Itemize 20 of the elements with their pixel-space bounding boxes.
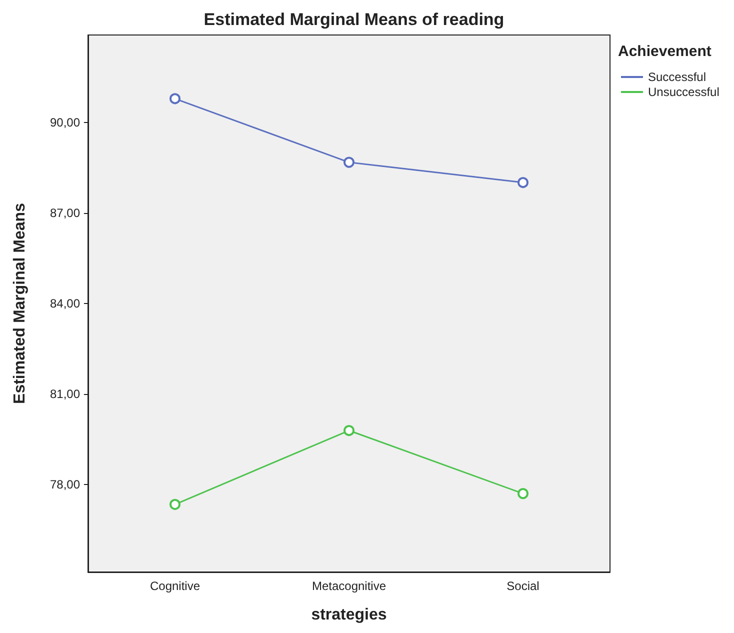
point	[344, 425, 354, 436]
point	[170, 93, 180, 104]
y-tick-label: 84,00	[50, 296, 80, 310]
y-tick-label: 90,00	[50, 115, 80, 130]
point	[344, 156, 354, 168]
y-tick-label: 87,00	[50, 206, 80, 220]
y-tick-label: 78,00	[50, 478, 80, 492]
y-tick-label: 81,00	[50, 387, 80, 402]
y-axis-title: Estimated Marginal Means	[12, 202, 28, 404]
legend-title: Achievement	[618, 43, 712, 60]
point	[518, 488, 528, 500]
point	[170, 498, 180, 510]
chart-title: Estimated Marginal Means of reading	[204, 10, 504, 29]
point	[518, 177, 528, 188]
x-tick-label: Metacognitive	[312, 579, 386, 593]
x-axis-title: strategies	[311, 606, 387, 624]
x-tick-label: Social	[506, 579, 540, 593]
legend-label: Unsuccessful	[648, 85, 720, 99]
legend-label: Successful	[648, 70, 706, 84]
x-tick-label: Cognitive	[150, 579, 200, 593]
